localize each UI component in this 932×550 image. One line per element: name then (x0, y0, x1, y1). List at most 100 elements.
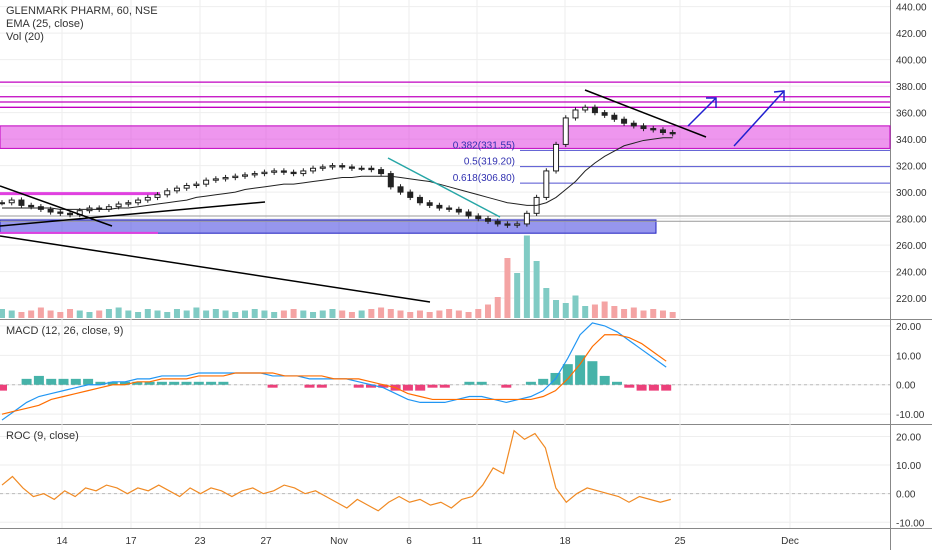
projection-arrow (687, 97, 717, 127)
macd-histogram-bar (464, 381, 475, 385)
macd-histogram-bar (0, 384, 7, 391)
candle-body (659, 129, 666, 134)
volume-bar (0, 309, 5, 318)
volume-bar (621, 309, 628, 318)
volume-bar (57, 312, 64, 318)
macd-histogram-bar (267, 384, 278, 388)
candle-body (300, 170, 307, 175)
volume-bar (591, 304, 598, 318)
x-tick-label: 11 (472, 536, 483, 547)
x-tick-label: 6 (406, 536, 412, 547)
trendline (0, 201, 266, 227)
volume-bar (105, 309, 112, 318)
candle-body (368, 167, 375, 171)
volume-bar (76, 310, 83, 318)
volume-bar (261, 310, 268, 318)
candle-body (280, 170, 287, 173)
candle-body (601, 112, 608, 116)
volume-bar (465, 312, 472, 318)
candle-body (57, 211, 64, 214)
x-tick-label: 17 (125, 536, 137, 547)
candle-body (436, 204, 443, 209)
candle-body (455, 208, 462, 213)
candle-body (553, 143, 560, 172)
volume-bar (514, 273, 521, 318)
volume-bar (222, 310, 229, 318)
candle-body (640, 125, 647, 130)
macd-histogram-bar (415, 384, 426, 391)
volume-bar (378, 307, 385, 318)
volume-bar (310, 312, 317, 318)
signal-line (1, 334, 667, 415)
volume-bar (96, 310, 103, 318)
y-tick-label: -10.00 (896, 518, 925, 529)
projection-arrow (733, 90, 785, 147)
resistance-zone-small (0, 192, 160, 196)
macd-legend: MACD (12, 26, close, 9) (6, 325, 123, 338)
macd-histogram-bar (575, 355, 586, 385)
volume-bar (67, 309, 74, 318)
candle-body (271, 170, 278, 173)
macd-histogram-bar (599, 375, 610, 385)
candle-body (543, 170, 550, 198)
volume-bar (611, 306, 618, 318)
macd-histogram-bar (476, 381, 487, 385)
volume-bar (455, 310, 462, 318)
candle-body (28, 204, 35, 208)
macd-histogram-bar (46, 378, 57, 385)
candle-body (164, 190, 171, 196)
macd-histogram-bar (95, 381, 106, 385)
y-tick-label: 400.00 (896, 56, 927, 67)
macd-histogram-bar (402, 384, 413, 391)
macd-histogram-bar (587, 361, 598, 385)
macd-histogram-bar (169, 381, 180, 385)
macd-histogram-bar (525, 381, 536, 385)
y-tick-label: -10.00 (896, 410, 925, 421)
volume-bar (47, 310, 54, 318)
candle-body (582, 106, 589, 111)
candle-body (329, 165, 336, 168)
volume-bar (485, 304, 491, 318)
candle-body (485, 218, 491, 222)
candle-body (475, 215, 482, 220)
volume-bar (543, 288, 550, 318)
y-tick-label: 340.00 (896, 135, 927, 146)
projection-arrow-head (773, 90, 785, 101)
volume-bar (203, 310, 210, 318)
macd-histogram-bar (427, 384, 438, 388)
volume-bar (125, 310, 132, 318)
candle-body (203, 179, 210, 185)
macd-histogram-bar (83, 378, 94, 385)
macd-histogram-bar (132, 381, 143, 385)
candle-body (669, 132, 676, 135)
y-tick-label: 0.00 (896, 381, 916, 392)
candle-body (591, 106, 598, 114)
trendline (0, 185, 113, 227)
volume-bar (154, 310, 161, 318)
volume-bar (533, 261, 540, 318)
candle-body (339, 165, 346, 168)
volume-bar (358, 310, 365, 318)
candle-body (358, 167, 365, 170)
y-tick-label: 440.00 (896, 3, 927, 14)
volume-bar (416, 310, 423, 318)
volume-bar (601, 301, 608, 318)
candle-body (310, 167, 317, 172)
volume-bar (18, 312, 25, 318)
x-tick-label: 27 (260, 536, 272, 547)
macd-histogram-bar (624, 384, 635, 388)
candle-body (261, 171, 268, 175)
candle-body (67, 212, 74, 216)
vol-legend: Vol (20) (6, 31, 44, 43)
volume-bar (407, 312, 414, 318)
volume-bar (640, 310, 647, 318)
macd-histogram-bar (612, 381, 622, 385)
macd-histogram-bar (33, 375, 44, 385)
macd-histogram-bar (353, 384, 364, 388)
y-tick-label: 240.00 (896, 268, 927, 279)
candle-body (504, 223, 511, 226)
volume-bar (251, 309, 258, 318)
candle-body (416, 196, 423, 204)
volume-bar (193, 307, 200, 318)
